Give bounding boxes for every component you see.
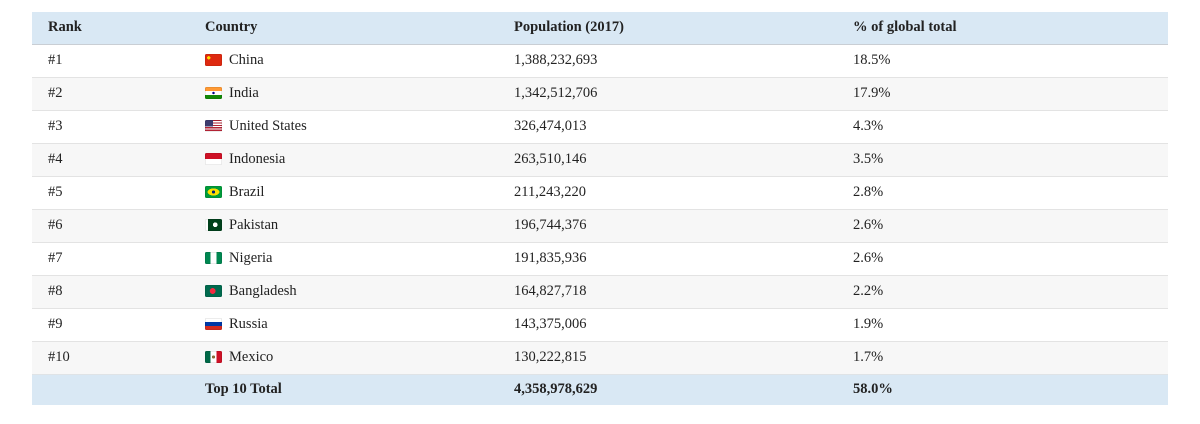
percent-cell: 3.5% [837,142,1168,176]
column-header-rank: Rank [32,12,189,45]
table-row: #7 Nigeria 191,835,936 2.6% [32,241,1168,275]
rank-cell: #2 [32,76,189,110]
flag-russia-icon [205,317,222,330]
country-cell: Pakistan [189,208,498,242]
country-name: Mexico [229,349,274,365]
percent-cell: 4.3% [837,109,1168,143]
table-row: #2 India 1,342,512,706 17.9% [32,76,1168,110]
country-cell: Brazil [189,175,498,209]
percent-cell: 1.7% [837,340,1168,374]
population-cell: 191,835,936 [498,241,837,275]
table-row: #8 Bangladesh 164,827,718 2.2% [32,274,1168,308]
country-cell: India [189,76,498,110]
country-cell: Bangladesh [189,274,498,308]
table-row: #6 Pakistan 196,744,376 2.6% [32,208,1168,242]
rank-cell: #10 [32,340,189,374]
country-name: China [229,52,264,68]
country-cell: Mexico [189,340,498,374]
population-cell: 211,243,220 [498,175,837,209]
population-cell: 1,342,512,706 [498,76,837,110]
population-cell: 196,744,376 [498,208,837,242]
population-cell: 130,222,815 [498,340,837,374]
country-name: Brazil [229,184,265,200]
flag-mexico-icon [205,350,222,363]
column-header-percent: % of global total [837,12,1168,45]
table-row: #10 Mexico 130,222,815 1.7% [32,340,1168,374]
rank-cell: #4 [32,142,189,176]
population-cell: 263,510,146 [498,142,837,176]
country-cell: Indonesia [189,142,498,176]
total-percent-cell: 58.0% [837,373,1168,405]
population-table: Rank Country Population (2017) % of glob… [32,12,1168,405]
percent-cell: 17.9% [837,76,1168,110]
percent-cell: 2.8% [837,175,1168,209]
table-row: #5 Brazil 211,243,220 2.8% [32,175,1168,209]
rank-cell: #8 [32,274,189,308]
country-name: United States [229,118,307,134]
flag-china-icon [205,53,222,66]
flag-pakistan-icon [205,218,222,231]
table-row: #3 United States 326,474,013 4.3% [32,109,1168,143]
flag-united-states-icon [205,119,222,132]
country-name: Bangladesh [229,283,297,299]
country-name: Pakistan [229,217,279,233]
country-name: Indonesia [229,151,286,167]
table-row: #1 China 1,388,232,693 18.5% [32,44,1168,77]
flag-india-icon [205,86,222,99]
population-cell: 326,474,013 [498,109,837,143]
population-cell: 143,375,006 [498,307,837,341]
total-population-cell: 4,358,978,629 [498,373,837,405]
total-row: Top 10 Total 4,358,978,629 58.0% [32,373,1168,405]
country-cell: China [189,44,498,77]
country-name: Nigeria [229,250,273,266]
rank-cell: #6 [32,208,189,242]
country-name: Russia [229,316,268,332]
percent-cell: 2.6% [837,241,1168,275]
rank-cell: #9 [32,307,189,341]
percent-cell: 1.9% [837,307,1168,341]
flag-bangladesh-icon [205,284,222,297]
percent-cell: 18.5% [853,52,891,68]
total-label-cell: Top 10 Total [189,373,498,405]
country-cell: Nigeria [189,241,498,275]
rank-cell: #3 [32,109,189,143]
country-cell: Russia [189,307,498,341]
rank-cell: #7 [32,241,189,275]
population-cell: 164,827,718 [498,274,837,308]
column-header-country: Country [189,12,498,45]
table-row: #4 Indonesia 263,510,146 3.5% [32,142,1168,176]
percent-cell: 2.6% [837,208,1168,242]
column-header-population: Population (2017) [498,12,837,45]
table-row: #9 Russia 143,375,006 1.9% [32,307,1168,341]
header-row: Rank Country Population (2017) % of glob… [32,12,1168,45]
rank-cell: #1 [48,52,63,68]
percent-cell: 2.2% [837,274,1168,308]
country-cell: United States [189,109,498,143]
rank-cell: #5 [32,175,189,209]
flag-brazil-icon [205,185,222,198]
total-rank-cell [32,373,189,405]
country-name: India [229,85,259,101]
flag-indonesia-icon [205,152,222,165]
flag-nigeria-icon [205,251,222,264]
page: Rank Country Population (2017) % of glob… [32,12,1168,405]
population-cell: 1,388,232,693 [514,52,598,68]
